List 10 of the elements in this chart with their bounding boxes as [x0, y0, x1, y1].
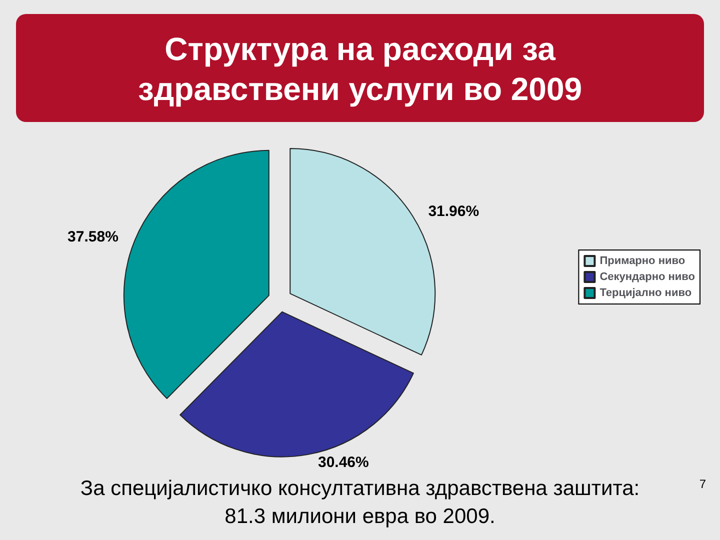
- text: 7: [699, 477, 706, 491]
- data-label: 31.96%: [428, 202, 480, 220]
- text: За специјалистичко консултативна здравствена заштита:: [80, 477, 640, 500]
- legend-label: Терцијално ниво: [600, 287, 692, 299]
- data-label: 37.58%: [68, 228, 118, 246]
- text: 81.3 милиони евра во 2009.: [224, 505, 496, 528]
- chart-title: Структура на расходи за здравствени услуги во 2009: [138, 31, 582, 107]
- data-label: 30.46%: [318, 454, 369, 471]
- legend-label: Примарно ниво: [600, 255, 686, 267]
- legend-label: Секундарно ниво: [600, 271, 696, 283]
